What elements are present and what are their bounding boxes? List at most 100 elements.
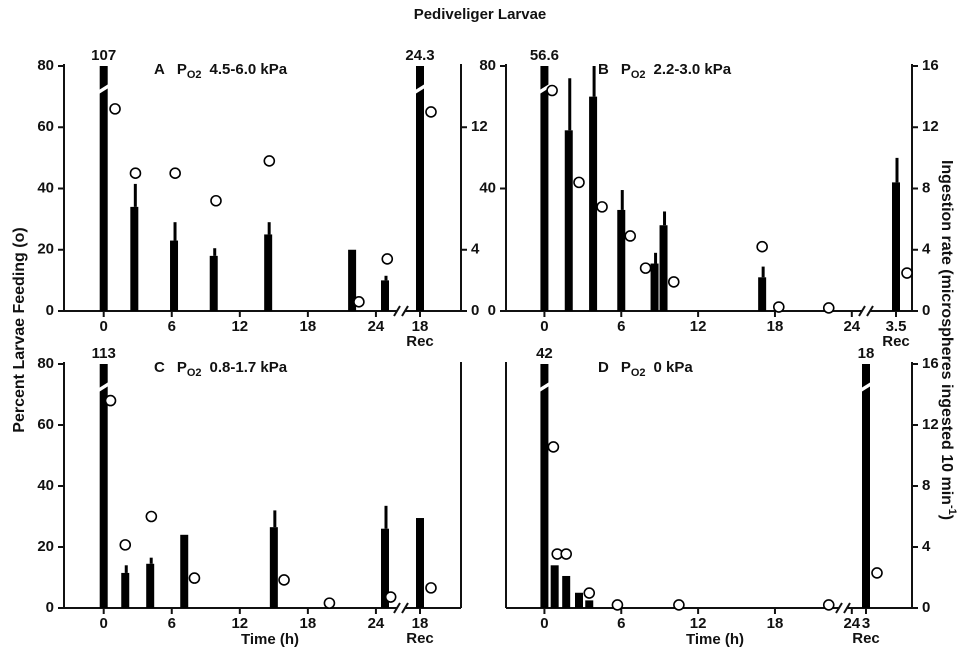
- p-symbol: P: [621, 61, 631, 78]
- feeding-point: [353, 296, 365, 308]
- rec-label: Rec: [882, 333, 910, 350]
- y2-tick-label: 0: [922, 599, 930, 616]
- bar: [589, 96, 598, 311]
- x-break: [843, 602, 851, 614]
- bar: [758, 277, 767, 311]
- bar-break: [95, 380, 112, 394]
- bar: [170, 240, 179, 311]
- x-break: [393, 602, 401, 614]
- feeding-point: [129, 167, 142, 179]
- bar: [862, 364, 870, 608]
- x-tick-label: 12: [231, 615, 248, 632]
- x-axis-label: Time (h): [241, 631, 299, 648]
- y2-tick-label: 12: [922, 416, 939, 433]
- bar: [121, 572, 130, 608]
- rec-tick-label: 18: [412, 615, 429, 632]
- rec-label: Rec: [406, 333, 434, 350]
- feeding-point: [901, 267, 913, 279]
- panel-letter: B: [598, 61, 609, 78]
- x-tick-label: 0: [100, 615, 108, 632]
- y2-tick-label: 8: [922, 477, 930, 494]
- bar-value-label: 113: [92, 345, 116, 362]
- panel-letter: C: [154, 359, 165, 376]
- y-tick-label: 80: [37, 355, 54, 372]
- x-tick-label: 18: [300, 615, 317, 632]
- panel-letter: D: [598, 359, 609, 376]
- y-tick-label: 40: [37, 477, 54, 494]
- x-break: [835, 602, 843, 614]
- feeding-point: [384, 591, 397, 603]
- x-axis-label: Time (h): [686, 631, 744, 648]
- x-tick-label: 24: [843, 318, 860, 335]
- condition: 0 kPa: [654, 359, 694, 376]
- y2-tick-label: 8: [922, 179, 930, 196]
- x-tick-label: 18: [767, 615, 784, 632]
- x-break: [401, 305, 409, 317]
- y-tick-label: 0: [488, 302, 496, 319]
- y-tick-label: 60: [37, 416, 54, 433]
- condition: 2.2-3.0 kPa: [654, 61, 732, 78]
- bar: [892, 182, 900, 311]
- feeding-point: [667, 276, 680, 288]
- feeding-point: [109, 103, 121, 115]
- x-tick-label: 12: [690, 318, 707, 335]
- feeding-point: [871, 567, 883, 579]
- y-tick-label: 0: [46, 302, 54, 319]
- y-tick-label: 60: [37, 118, 54, 135]
- feeding-point: [104, 394, 117, 407]
- y2-tick-label: 12: [471, 118, 488, 135]
- bar: [264, 234, 273, 311]
- feeding-point: [210, 194, 222, 207]
- y2-tick-label: 0: [471, 302, 479, 319]
- bar: [99, 364, 108, 608]
- bar: [146, 563, 155, 608]
- bar: [381, 280, 390, 311]
- y-tick-label: 40: [37, 179, 54, 196]
- bar-value-label: 18: [858, 345, 875, 362]
- bar: [416, 66, 424, 311]
- p-symbol: P: [177, 359, 187, 376]
- x-break-gap: [862, 307, 870, 315]
- feeding-point: [624, 230, 637, 242]
- y2-label-sup: -1: [946, 505, 958, 515]
- panel-letter: A: [154, 61, 165, 78]
- x-break: [393, 305, 401, 317]
- panel-label: C PO2 0.8-1.7 kPa: [154, 359, 288, 379]
- bar: [562, 575, 571, 608]
- feeding-point: [756, 240, 768, 253]
- feeding-point: [547, 441, 560, 453]
- x-tick-label: 6: [168, 318, 176, 335]
- x-break: [866, 305, 874, 317]
- figure-title: Pediveliger Larvae: [414, 6, 547, 23]
- p-sub: O2: [631, 69, 646, 81]
- bar: [381, 528, 390, 608]
- bar: [650, 263, 659, 311]
- x-tick-label: 18: [767, 318, 784, 335]
- x-tick-label: 24: [843, 615, 860, 632]
- feeding-point: [145, 510, 158, 523]
- x-tick-label: 24: [368, 615, 385, 632]
- feeding-point: [583, 587, 596, 599]
- bar-break: [858, 380, 874, 394]
- bar: [617, 209, 626, 311]
- bar: [180, 534, 189, 608]
- bar: [585, 600, 594, 608]
- p-sub: O2: [187, 69, 202, 81]
- x-break: [858, 305, 866, 317]
- bar: [99, 66, 108, 311]
- bar-break: [412, 82, 428, 96]
- y-tick-label: 20: [37, 241, 54, 258]
- feeding-point: [425, 106, 437, 118]
- feeding-point: [822, 302, 835, 314]
- bar: [209, 255, 218, 311]
- bar-value-label: 56.6: [530, 47, 559, 64]
- y-tick-label: 40: [479, 179, 496, 196]
- x-break-gap: [397, 307, 405, 315]
- rec-label: Rec: [852, 630, 880, 647]
- x-tick-label: 24: [368, 318, 385, 335]
- bar: [540, 364, 549, 608]
- rec-tick-label: 3: [862, 615, 870, 632]
- bar: [659, 225, 668, 311]
- x-tick-label: 0: [540, 318, 548, 335]
- feeding-point: [263, 155, 276, 167]
